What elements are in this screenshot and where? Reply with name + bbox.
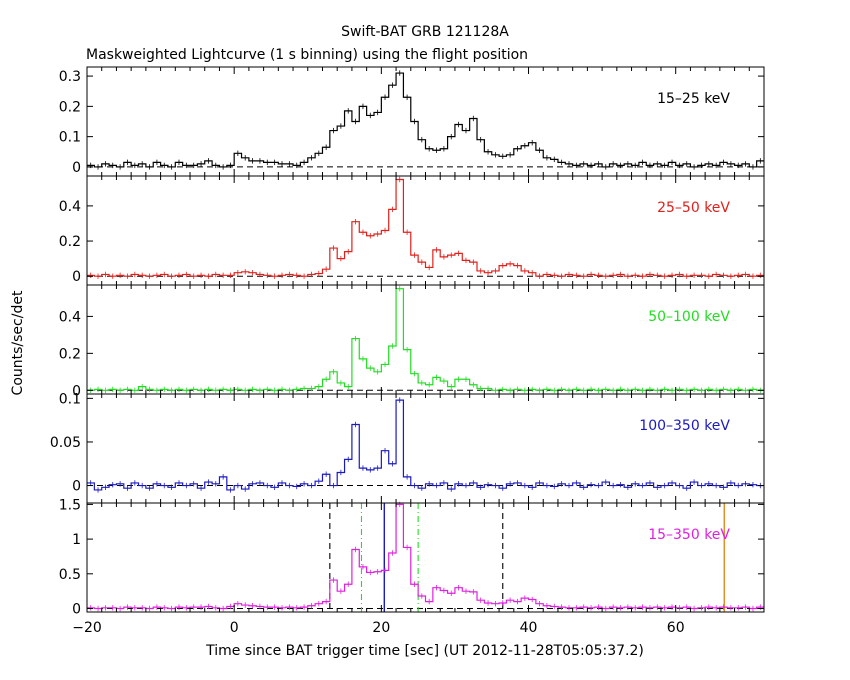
y-tick-label: 0.2 [59, 346, 81, 362]
lightcurve-series [87, 503, 764, 610]
x-tick-label: 0 [230, 620, 239, 636]
energy-band-label: 15–25 keV [657, 91, 730, 107]
y-tick-label: 1.5 [59, 497, 81, 513]
y-tick-label: 0 [72, 602, 81, 618]
panel-frame [86, 284, 765, 395]
lightcurve-series [87, 72, 764, 168]
energy-band-label: 100–350 keV [639, 418, 730, 434]
x-tick-label: 60 [667, 620, 685, 636]
panel-2: 0 0.2 0.4 25–50 keV [59, 175, 765, 286]
panel-frame [86, 66, 765, 177]
energy-band-label: 25–50 keV [657, 200, 730, 216]
lightcurve-series [87, 288, 764, 391]
y-tick-label: 0 [72, 269, 81, 285]
y-axis-label: Counts/sec/det [10, 290, 26, 395]
y-tick-label: 0.5 [59, 567, 81, 583]
y-tick-label: 0.4 [59, 309, 81, 325]
lightcurve-series [87, 178, 764, 277]
y-tick-label: 0 [72, 160, 81, 176]
x-tick-label: 40 [520, 620, 538, 636]
y-tick-label: 0 [72, 479, 81, 495]
y-tick-label: 0.4 [59, 199, 81, 215]
y-tick-label: 0 [72, 383, 81, 399]
panel-1: 0 0.1 0.2 0.3 15–25 keV [59, 66, 765, 177]
panel-4: 0 0.05 0.1 100–350 keV [50, 391, 765, 504]
y-tick-label: 1 [72, 532, 81, 548]
y-tick-label: 0.2 [59, 234, 81, 250]
chart-subtitle: Maskweighted Lightcurve (1 s binning) us… [86, 47, 528, 63]
y-tick-label: 0.05 [50, 435, 81, 451]
panel-frame [86, 175, 765, 286]
y-tick-label: 0.1 [59, 130, 81, 146]
panel-3: 0 0.2 0.4 50–100 keV [59, 284, 765, 399]
x-tick-label: −20 [72, 620, 102, 636]
x-axis-label: Time since BAT trigger time [sec] (UT 20… [205, 643, 644, 659]
energy-band-label: 15–350 keV [648, 527, 730, 543]
panel-5: 0 0.5 1 1.5 15–350 keV [59, 497, 765, 618]
chart-title: Swift-BAT GRB 121128A [341, 24, 509, 40]
lightcurve-series [87, 399, 764, 491]
energy-band-label: 50–100 keV [648, 309, 730, 325]
y-tick-label: 0.3 [59, 69, 81, 85]
y-tick-label: 0.2 [59, 99, 81, 115]
y-tick-label: 0.1 [59, 391, 81, 407]
x-tick-label: 20 [372, 620, 390, 636]
